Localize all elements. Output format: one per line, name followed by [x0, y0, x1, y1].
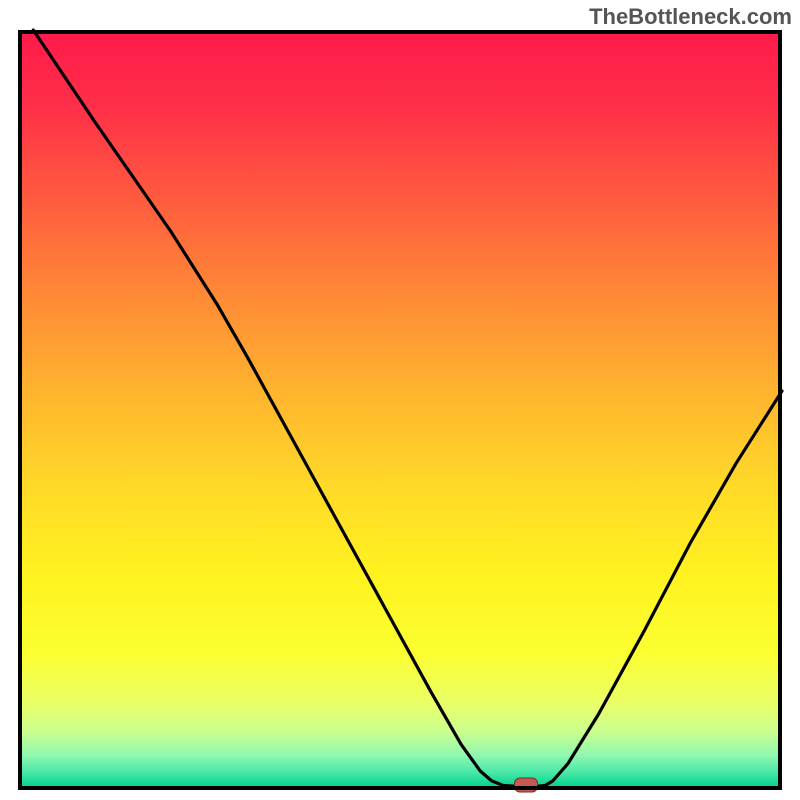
chart-frame: TheBottleneck.com [0, 0, 800, 800]
watermark-text: TheBottleneck.com [589, 4, 792, 30]
optimum-marker [514, 778, 538, 793]
plot-area [18, 30, 782, 790]
bottleneck-curve [18, 30, 782, 790]
